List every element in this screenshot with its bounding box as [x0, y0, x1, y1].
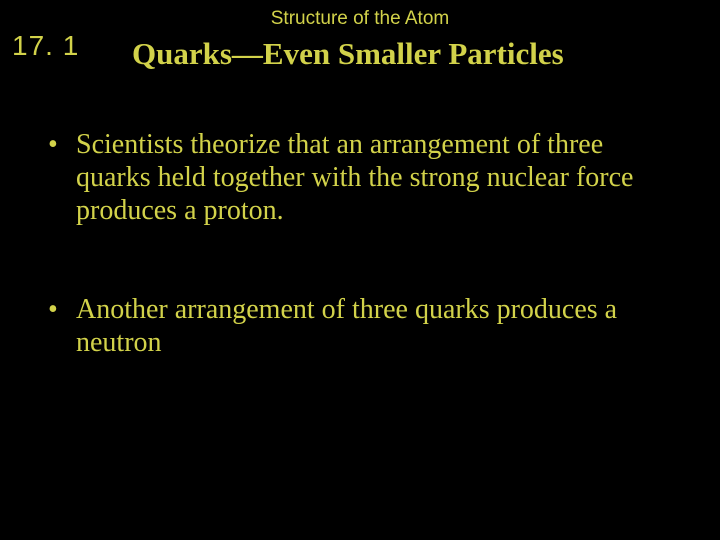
slide-container: Structure of the Atom 17. 1 Quarks—Even … [0, 0, 720, 540]
section-number: 17. 1 [12, 30, 79, 62]
main-heading: Quarks—Even Smaller Particles [132, 36, 564, 72]
bullet-item: Another arrangement of three quarks prod… [48, 293, 640, 359]
bullet-list: Scientists theorize that an arrangement … [48, 128, 640, 425]
bullet-item: Scientists theorize that an arrangement … [48, 128, 640, 227]
chapter-title: Structure of the Atom [0, 8, 720, 30]
